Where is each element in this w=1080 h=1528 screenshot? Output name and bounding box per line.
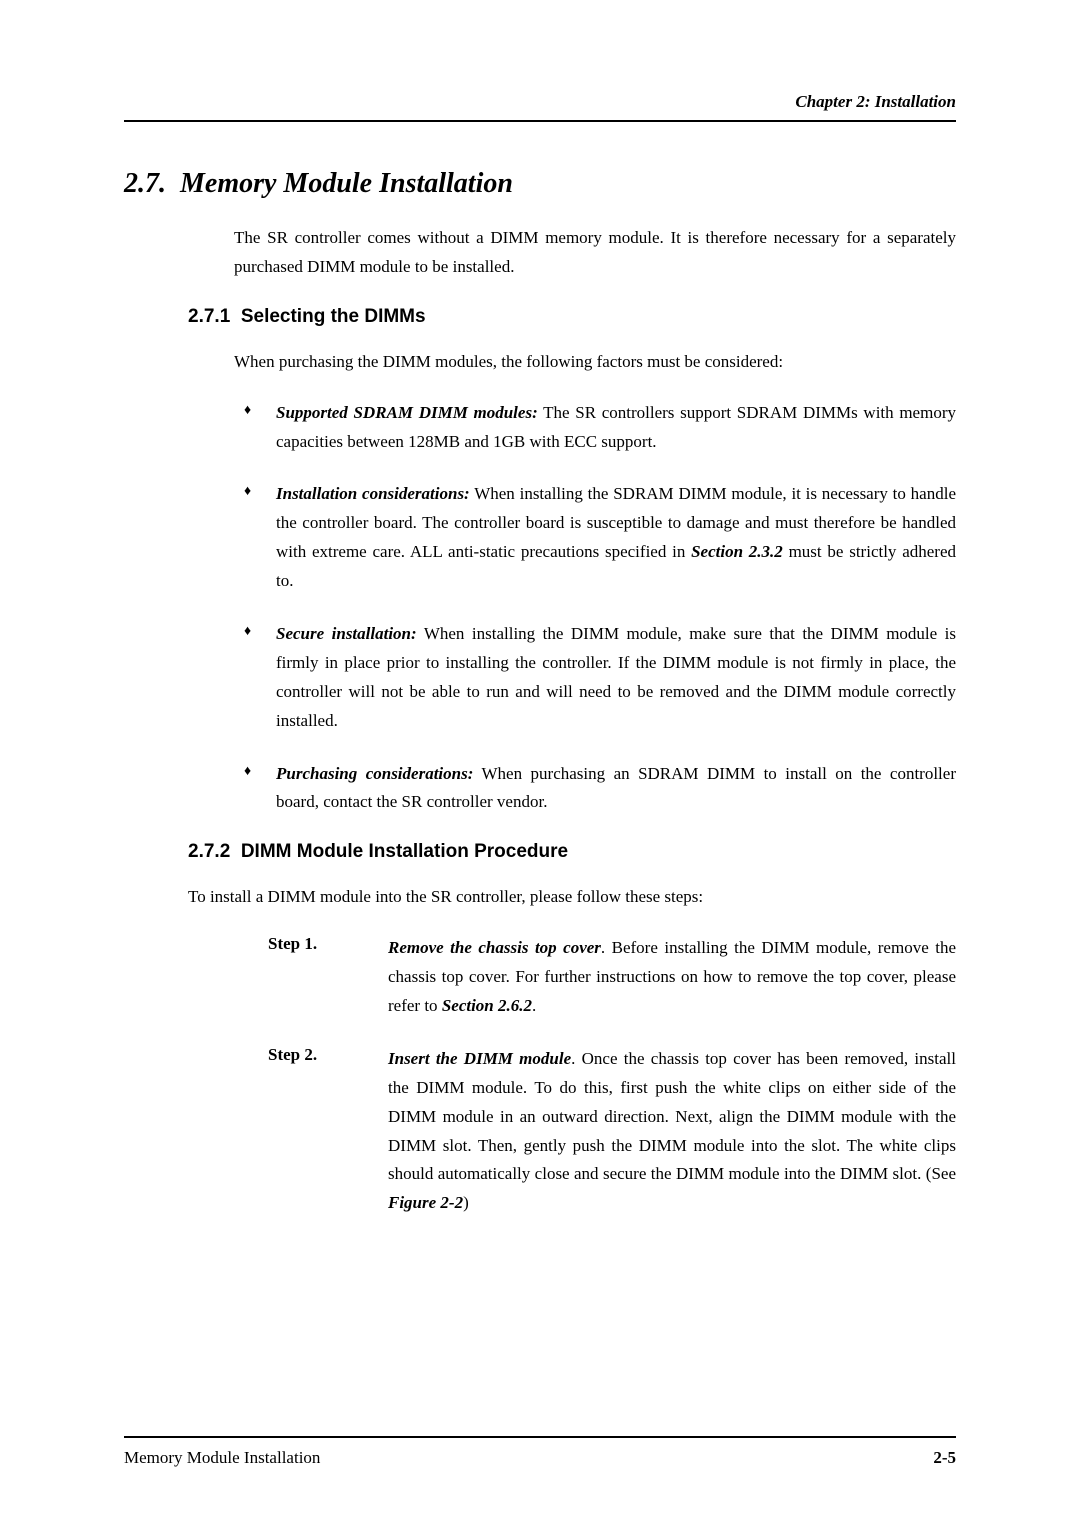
step-body: . Once the chassis top cover has been re… <box>388 1049 956 1184</box>
page-footer: Memory Module Installation 2-5 <box>124 1436 956 1468</box>
section-title: 2.7. Memory Module Installation <box>124 168 956 200</box>
bullet-item: Secure installation: When installing the… <box>234 620 956 736</box>
subsection-number: 2.7.1 <box>188 306 230 327</box>
bullet-item: Installation considerations: When instal… <box>234 480 956 596</box>
section-name: Memory Module Installation <box>180 168 513 199</box>
figure-ref: Figure 2-2 <box>388 1193 463 1212</box>
footer-left: Memory Module Installation <box>124 1448 320 1468</box>
step-list: Step 1. Remove the chassis top cover. Be… <box>268 934 956 1218</box>
step-row: Step 1. Remove the chassis top cover. Be… <box>268 934 956 1021</box>
bullet-label: Installation considerations: <box>276 484 470 503</box>
footer-page-number: 2-5 <box>933 1448 956 1468</box>
step-bold: Insert the DIMM module <box>388 1049 571 1068</box>
subsection-name: DIMM Module Installation Procedure <box>241 841 568 862</box>
bullet-item: Supported SDRAM DIMM modules: The SR con… <box>234 399 956 457</box>
subsection-number: 2.7.2 <box>188 841 230 862</box>
bullet-label: Supported SDRAM DIMM modules: <box>276 403 538 422</box>
page-header: Chapter 2: Installation <box>124 92 956 122</box>
subsection-name: Selecting the DIMMs <box>241 306 426 327</box>
step-label: Step 1. <box>268 934 388 1021</box>
step-label: Step 2. <box>268 1045 388 1218</box>
step-body: ) <box>463 1193 469 1212</box>
subsection-intro: To install a DIMM module into the SR con… <box>188 883 956 912</box>
step-text: Remove the chassis top cover. Before ins… <box>388 934 956 1021</box>
section-intro: The SR controller comes without a DIMM m… <box>234 224 956 282</box>
step-text: Insert the DIMM module. Once the chassis… <box>388 1045 956 1218</box>
subsection-intro: When purchasing the DIMM modules, the fo… <box>234 348 956 377</box>
bullet-label: Purchasing considerations: <box>276 764 473 783</box>
section-ref: Section 2.6.2 <box>442 996 532 1015</box>
bullet-item: Purchasing considerations: When purchasi… <box>234 760 956 818</box>
bullet-label: Secure installation: <box>276 624 417 643</box>
chapter-label: Chapter 2: Installation <box>795 92 956 111</box>
subsection-title: 2.7.1 Selecting the DIMMs <box>188 306 956 328</box>
step-bold: Remove the chassis top cover <box>388 938 601 957</box>
section-ref: Section 2.3.2 <box>691 542 783 561</box>
step-row: Step 2. Insert the DIMM module. Once the… <box>268 1045 956 1218</box>
bullet-list: Supported SDRAM DIMM modules: The SR con… <box>234 399 956 818</box>
section-number: 2.7. <box>124 168 166 199</box>
subsection-title: 2.7.2 DIMM Module Installation Procedure <box>188 841 956 863</box>
step-body: . <box>532 996 536 1015</box>
document-page: Chapter 2: Installation 2.7. Memory Modu… <box>0 0 1080 1528</box>
